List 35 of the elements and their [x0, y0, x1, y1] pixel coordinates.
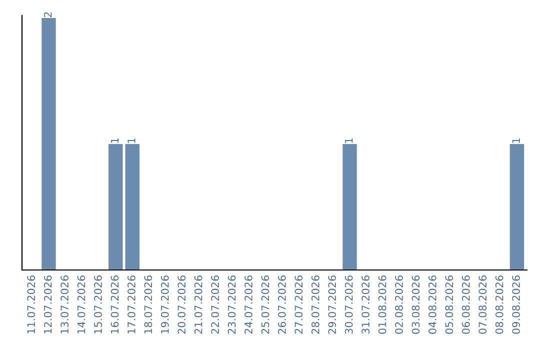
- x-tick-label: 02.08.2026: [395, 276, 403, 334]
- x-tick-label: 08.08.2026: [495, 276, 504, 334]
- x-tick-label: 19.07.2026: [160, 276, 169, 334]
- x-tick-label: 28.07.2026: [311, 276, 320, 334]
- x-tick-label: 26.07.2026: [278, 276, 286, 334]
- x-tick-label: 05.08.2026: [445, 276, 454, 334]
- x-tick-label: 07.08.2026: [478, 276, 487, 334]
- x-tick-label: 24.07.2026: [244, 276, 252, 334]
- x-tick-label: 03.08.2026: [412, 276, 420, 334]
- data-label: 2: [44, 12, 52, 18]
- x-tick-label: 18.07.2026: [144, 276, 152, 334]
- x-tick-label: 17.07.2026: [128, 276, 136, 334]
- x-tick-label: 20.07.2026: [178, 276, 186, 334]
- data-label: 1: [110, 138, 119, 143]
- x-tick-label: 16.07.2026: [110, 276, 119, 334]
- x-tick-label: 23.07.2026: [228, 276, 236, 334]
- x-tick-label: 09.08.2026: [512, 276, 520, 334]
- x-tick-label: 21.07.2026: [194, 276, 202, 334]
- x-tick-label: 30.07.2026: [344, 276, 353, 334]
- x-tick-label: 22.07.2026: [211, 276, 219, 334]
- data-label: 1: [345, 138, 353, 143]
- data-label: 1: [512, 138, 520, 143]
- x-tick-label: 27.07.2026: [294, 276, 303, 334]
- x-tick-label: 14.07.2026: [77, 276, 86, 334]
- x-tick-label: 29.07.2026: [328, 276, 336, 334]
- x-tick-label: 13.07.2026: [60, 276, 68, 334]
- x-tick-label: 11.07.2026: [27, 276, 36, 334]
- x-tick-label: 06.08.2026: [462, 276, 470, 334]
- x-tick-label: 31.07.2026: [362, 276, 370, 334]
- x-tick-label: 01.08.2026: [378, 276, 386, 334]
- x-tick-label: 12.07.2026: [44, 276, 52, 334]
- x-tick-label: 15.07.2026: [94, 276, 102, 334]
- x-tick-label: 04.08.2026: [428, 276, 436, 334]
- data-label: 1: [128, 138, 136, 143]
- x-tick-label: 25.07.2026: [261, 276, 270, 334]
